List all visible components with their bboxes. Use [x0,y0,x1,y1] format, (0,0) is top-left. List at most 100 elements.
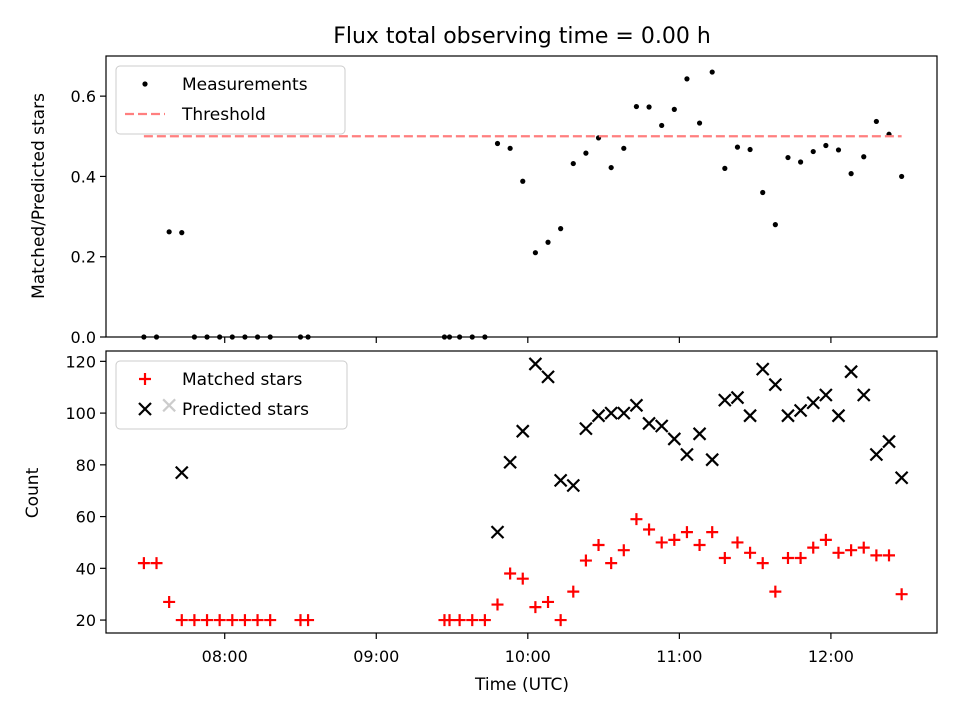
matched-stars-point [150,557,163,570]
predicted-stars-point [680,447,694,462]
count-plot-frame [105,350,938,634]
matched-stars-point [693,539,706,552]
y-tick-label: 0.4 [71,167,96,186]
matched-stars-point [201,614,214,627]
matched-stars-point [529,601,542,614]
matched-stars-point [188,614,201,627]
matched-stars-point [870,549,883,562]
measurements-point [747,146,753,153]
predicted-stars-point [730,390,745,405]
predicted-stars-point [819,388,833,402]
matched-stars-point [443,614,456,627]
predicted-stars-point [781,408,795,423]
matched-stars-point [478,614,491,627]
predicted-stars-point [174,465,189,480]
matched-stars-point [744,546,757,559]
measurements-point [646,104,652,110]
predicted-stars-point [541,370,555,384]
predicted-stars-point [869,447,884,462]
matched-stars-point [542,595,555,608]
predicted-stars-point [528,357,543,371]
legend-box [115,65,346,135]
measurements-point [722,165,728,171]
ratio-y-axis-label: Matched/Predicted stars [29,93,49,299]
measurements-point [179,230,185,236]
measurements-point [520,178,526,184]
matched-stars-point [643,523,656,536]
measurements-point [861,154,867,160]
predicted-stars-point [490,525,505,539]
y-tick-label: 40 [76,559,96,578]
predicted-stars-point [553,473,568,488]
matched-stars-point [680,526,693,539]
measurements-point [532,250,538,256]
measurements-point [570,160,576,167]
measurements-point [671,106,677,112]
measurements-point [772,222,778,228]
predicted-stars-point [755,362,770,376]
predicted-stars-point [503,455,517,470]
matched-stars-point [491,598,504,611]
measurements-point [798,159,804,165]
matched-stars-point [504,567,517,580]
count-y-axis-label: Count [23,467,43,518]
figure-title: Flux total observing time = 0.00 h [333,24,711,49]
count-legend: Matched stars Predicted stars [115,360,348,430]
measurements-point [696,120,703,126]
predicted-stars-point [591,408,606,423]
matched-stars-point [617,544,630,557]
predicted-stars-point [844,364,858,379]
predicted-stars-point [566,478,581,493]
predicted-stars-point [718,393,732,407]
measurements-point [810,148,816,155]
predicted-stars-point [667,432,682,446]
y-tick-label: 20 [76,611,96,630]
y-tick-label: 80 [76,456,96,475]
matched-stars-point [163,595,176,608]
matched-stars-point [213,614,226,627]
matched-stars-point [264,614,277,627]
matched-stars-point [769,585,782,598]
x-tick-label: 12:00 [808,647,854,666]
ratio-plot-frame [105,55,938,338]
legend-swatch-predicted-stars [138,402,152,416]
y-tick-label: 100 [65,404,96,423]
y-tick-label: 0.2 [71,248,96,267]
ratio-marks [141,69,905,340]
matched-stars-point [137,557,150,570]
matched-stars-point [895,588,908,601]
ratio-panel: 0.0 0.2 0.4 0.6 Matched/Predicted stars Mea… [29,55,938,347]
ratio-ticks: 0.0 0.2 0.4 0.6 [71,87,832,347]
measurements-point [583,150,589,156]
matched-stars-point [554,614,567,627]
matched-stars-point [845,544,858,557]
predicted-stars-point [768,377,783,392]
matched-stars-point [668,533,681,546]
x-tick-label: 08:00 [202,647,248,666]
count-marks [137,357,909,627]
legend-box [115,360,348,430]
predicted-stars-point [579,421,593,436]
matched-stars-point [756,557,769,570]
measurements-point [494,140,501,147]
legend-swatch-measurements [142,81,148,87]
matched-stars-point [453,614,466,627]
matched-stars-point [731,536,744,549]
measurements-point [684,76,690,82]
measurements-point [734,144,741,150]
matched-stars-point [655,536,668,549]
matched-stars-point [175,614,188,627]
legend-label-predicted-stars: Predicted stars [182,400,309,420]
matched-stars-point [605,557,618,570]
measurements-point [835,147,842,153]
x-tick-label: 11:00 [656,647,702,666]
matched-stars-point [819,533,832,546]
matched-stars-point [832,546,845,559]
measurements-point [558,226,564,232]
measurements-point [507,145,513,151]
legend-swatch-matched-stars [139,373,151,385]
matched-stars-point [567,585,580,598]
x-tick-label: 10:00 [505,647,551,666]
